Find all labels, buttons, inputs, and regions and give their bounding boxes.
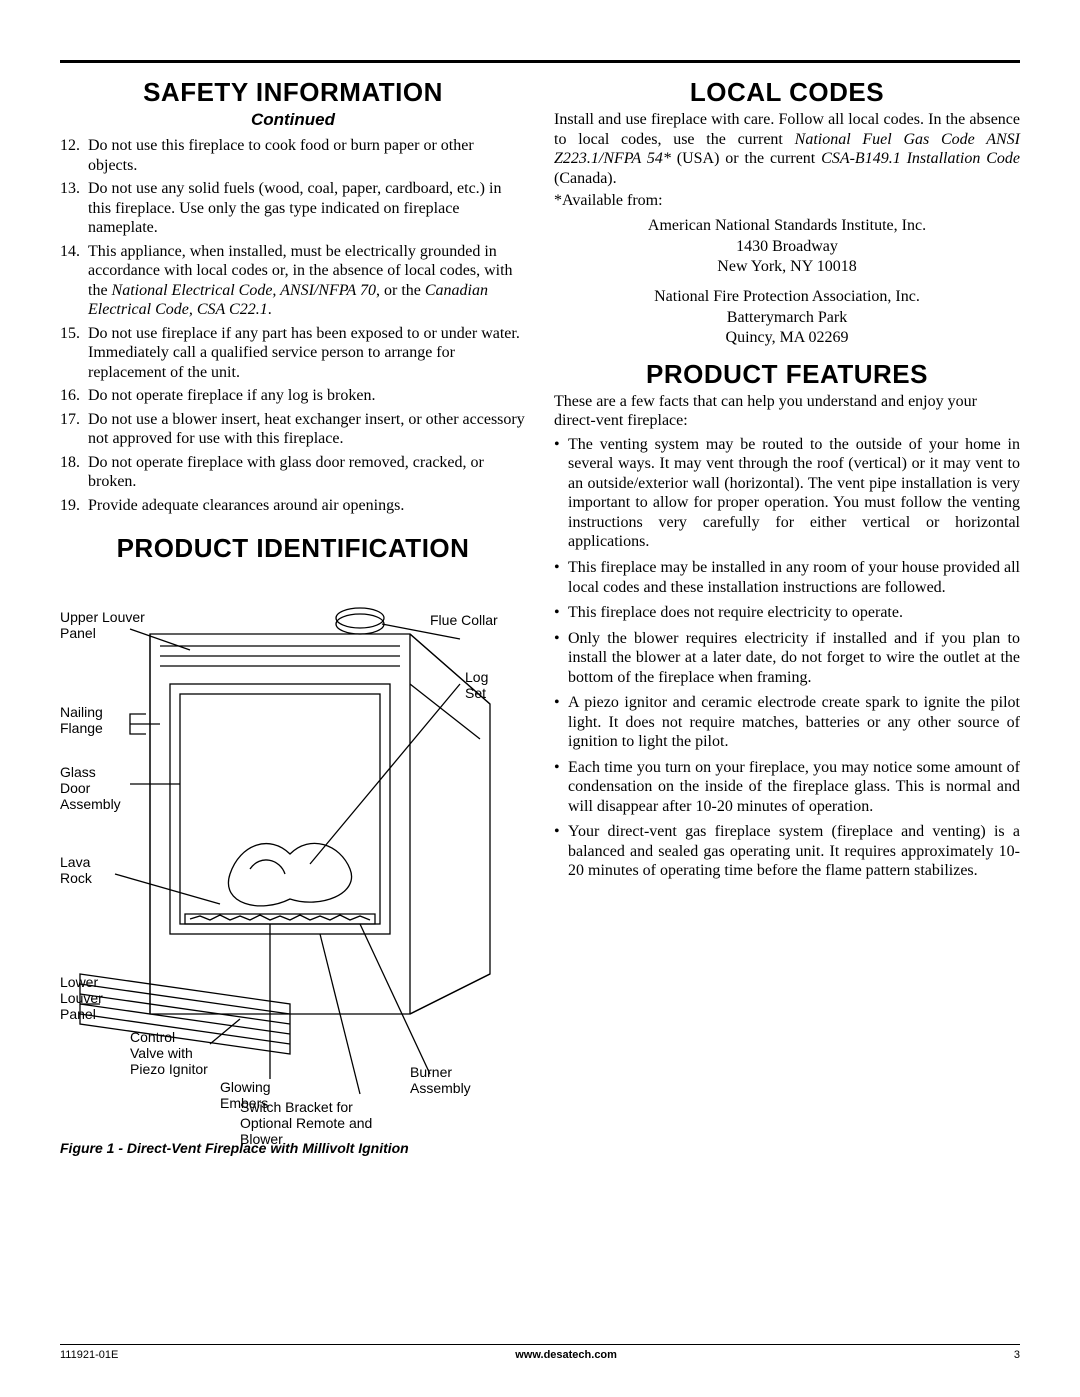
label-switch-bracket: Switch Bracket forOptional Remote andBlo… — [240, 1099, 400, 1147]
feature-item: •This fireplace does not require electri… — [554, 603, 1020, 623]
footer-pagenum: 3 — [1014, 1349, 1020, 1361]
safety-item: 17.Do not use a blower insert, heat exch… — [60, 410, 526, 449]
page-footer: 111921-01E www.desatech.com 3 — [60, 1344, 1020, 1361]
footer-docnum: 111921-01E — [60, 1349, 118, 1361]
feature-item: •A piezo ignitor and ceramic electrode c… — [554, 693, 1020, 752]
feature-item: •The venting system may be routed to the… — [554, 435, 1020, 552]
top-rule — [60, 60, 1020, 63]
available-from: *Available from: — [554, 192, 1020, 210]
page-columns: SAFETY INFORMATION Continued 12.Do not u… — [60, 77, 1020, 1156]
safety-item: 19.Provide adequate clearances around ai… — [60, 496, 526, 516]
left-column: SAFETY INFORMATION Continued 12.Do not u… — [60, 77, 526, 1156]
right-column: LOCAL CODES Install and use fireplace wi… — [554, 77, 1020, 1156]
product-features-heading: PRODUCT FEATURES — [554, 359, 1020, 390]
features-list: •The venting system may be routed to the… — [554, 435, 1020, 881]
safety-info-heading: SAFETY INFORMATION — [60, 77, 526, 108]
label-control-valve: ControlValve withPiezo Ignitor — [130, 1029, 208, 1077]
local-codes-para: Install and use fireplace with care. Fol… — [554, 110, 1020, 188]
product-id-heading: PRODUCT IDENTIFICATION — [60, 533, 526, 564]
feature-item: •This fireplace may be installed in any … — [554, 558, 1020, 597]
continued-label: Continued — [60, 110, 526, 130]
label-burner: BurnerAssembly — [410, 1064, 471, 1096]
safety-item: 16.Do not operate fireplace if any log i… — [60, 386, 526, 406]
label-lava-rock: LavaRock — [60, 854, 92, 886]
label-glass-door: GlassDoorAssembly — [60, 764, 121, 812]
safety-item: 12.Do not use this fireplace to cook foo… — [60, 136, 526, 175]
label-lower-louver: LowerLouverPanel — [60, 974, 103, 1022]
safety-item: 15.Do not use fireplace if any part has … — [60, 324, 526, 383]
safety-item: 13.Do not use any solid fuels (wood, coa… — [60, 179, 526, 238]
label-nailing-flange: NailingFlange — [60, 704, 103, 736]
safety-list: 12.Do not use this fireplace to cook foo… — [60, 136, 526, 515]
label-flue-collar: Flue Collar — [430, 612, 498, 628]
address-ansi: American National Standards Institute, I… — [554, 216, 1020, 277]
label-upper-louver: Upper LouverPanel — [60, 609, 145, 641]
features-intro: These are a few facts that can help you … — [554, 392, 1020, 431]
feature-item: •Your direct-vent gas fireplace system (… — [554, 822, 1020, 881]
label-log-set: LogSet — [465, 669, 488, 701]
local-codes-heading: LOCAL CODES — [554, 77, 1020, 108]
safety-item: 18.Do not operate fireplace with glass d… — [60, 453, 526, 492]
footer-url: www.desatech.com — [515, 1349, 617, 1361]
address-nfpa: National Fire Protection Association, In… — [554, 287, 1020, 348]
feature-item: •Only the blower requires electricity if… — [554, 629, 1020, 688]
product-diagram: Upper LouverPanel NailingFlange GlassDoo… — [60, 574, 526, 1134]
feature-item: •Each time you turn on your fireplace, y… — [554, 758, 1020, 817]
safety-item: 14.This appliance, when installed, must … — [60, 242, 526, 320]
